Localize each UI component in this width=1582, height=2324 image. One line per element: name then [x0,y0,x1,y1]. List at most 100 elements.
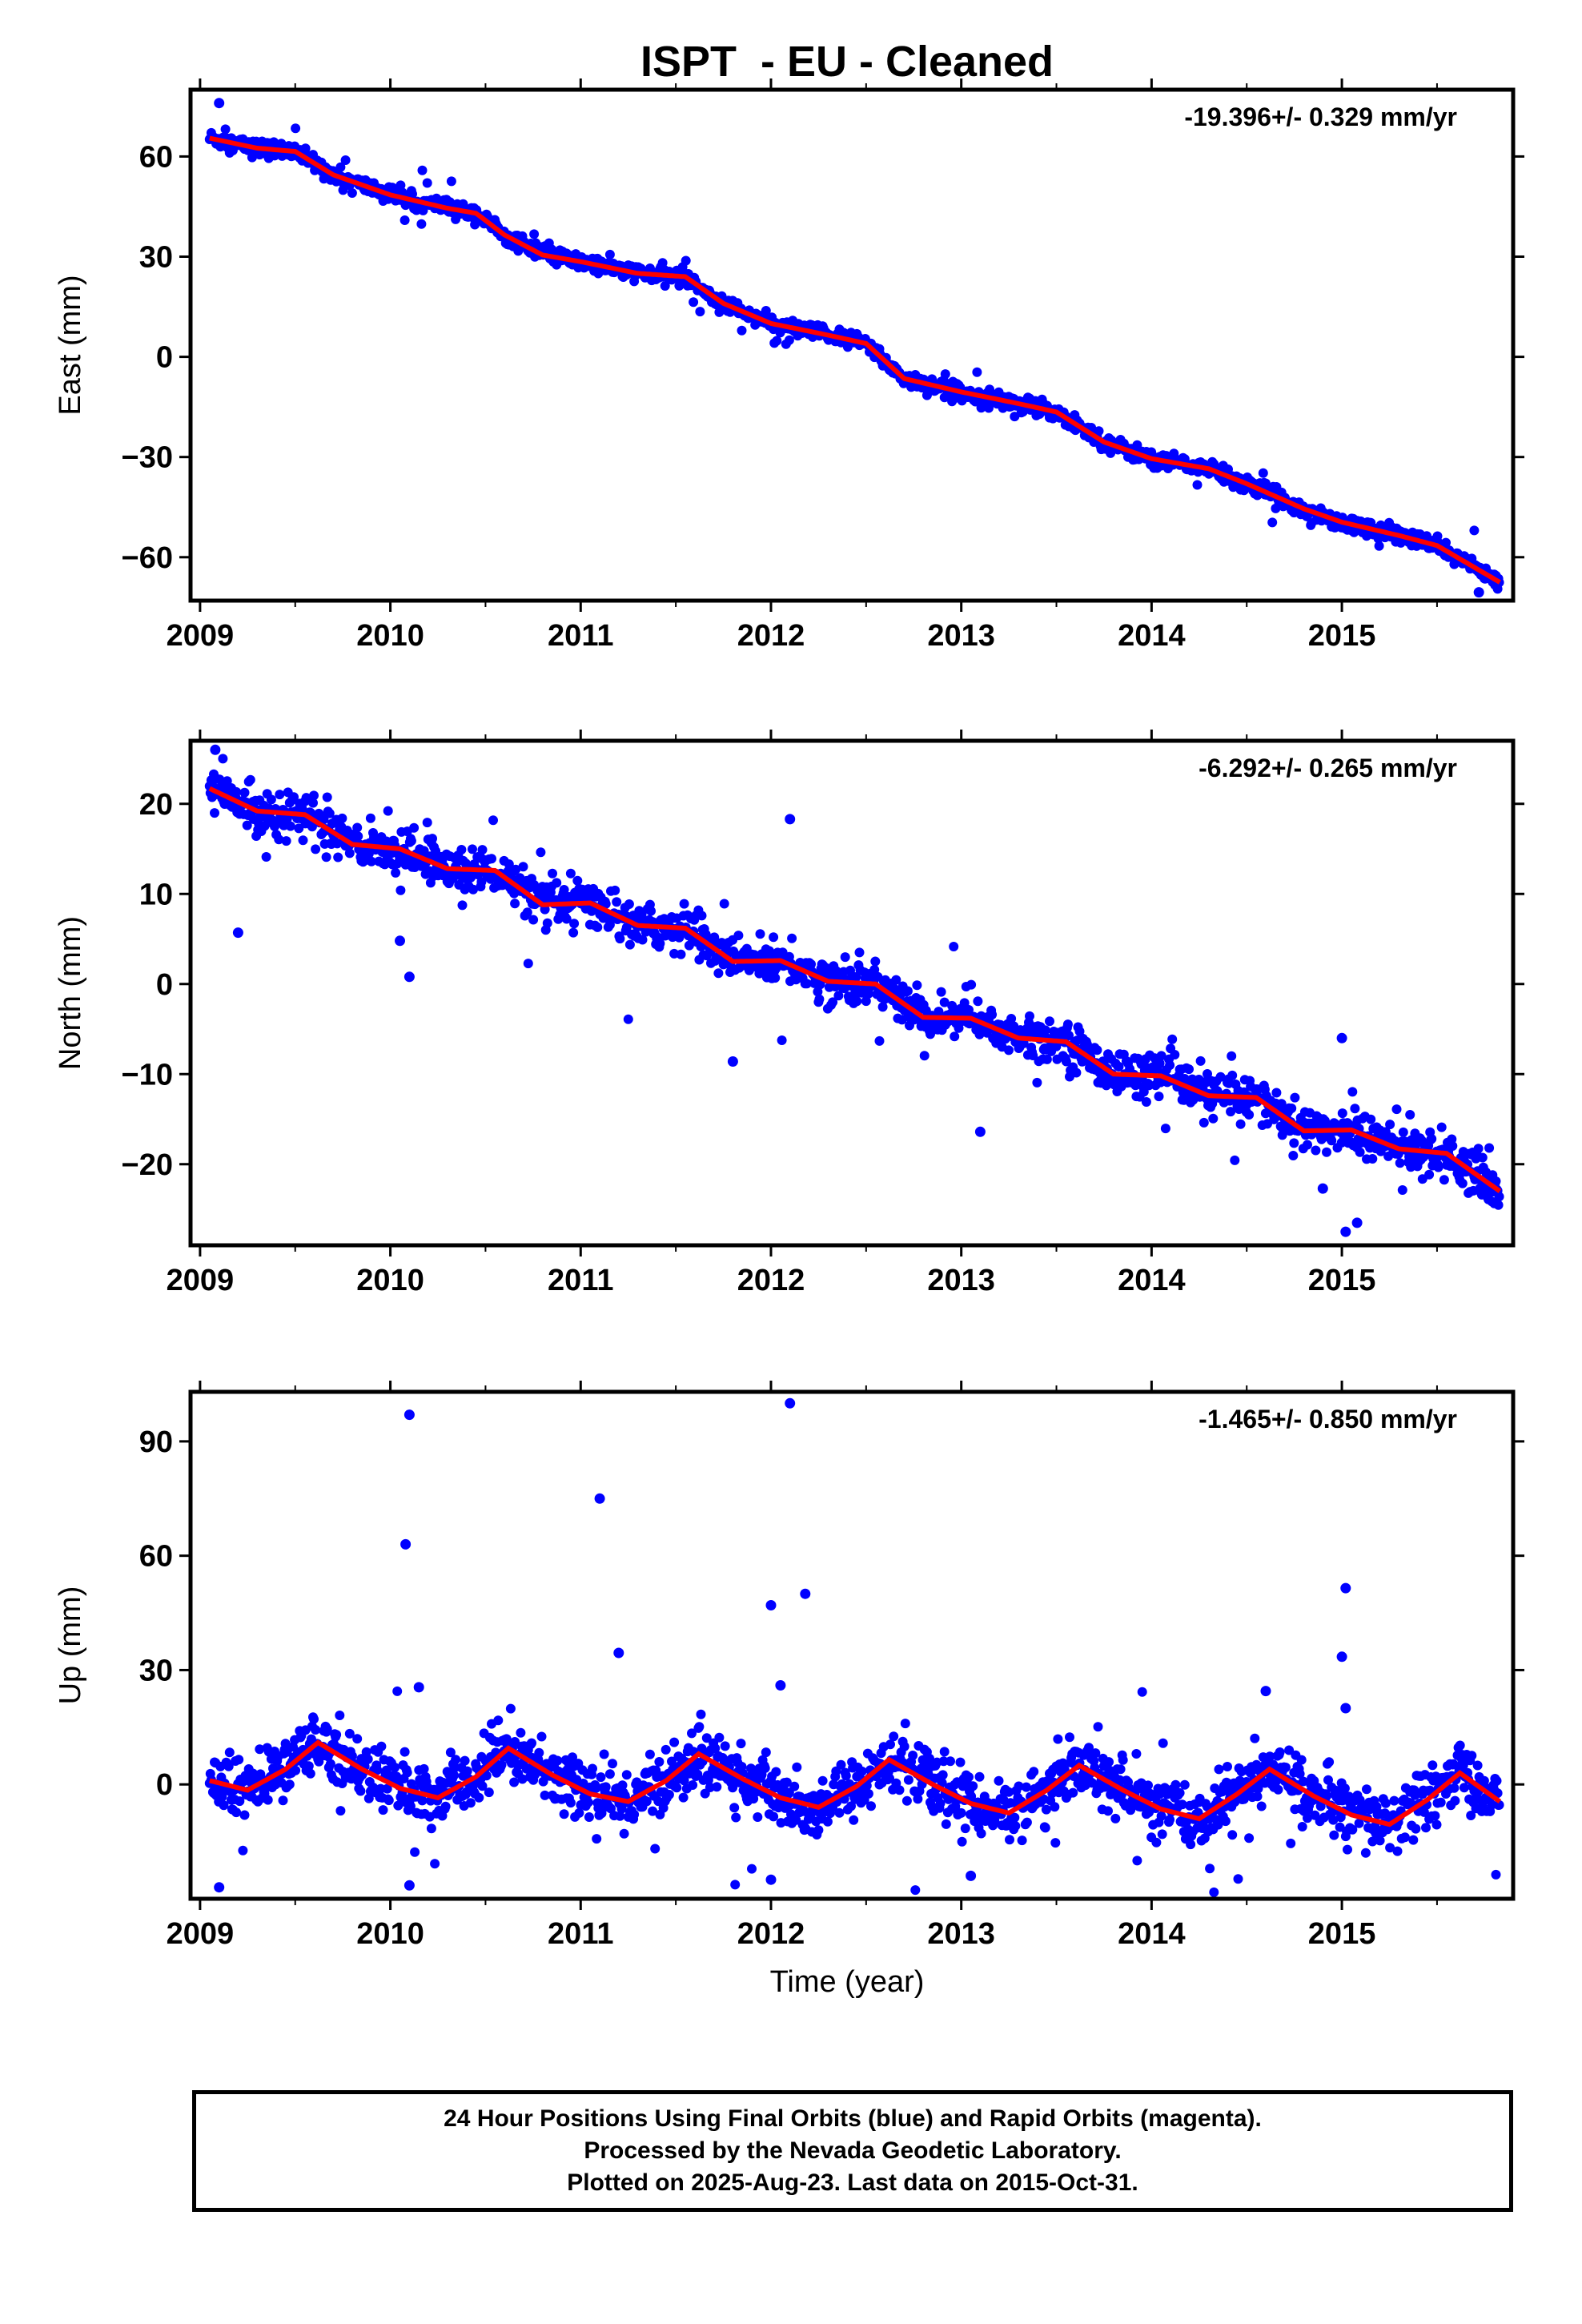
up-data-point [857,1766,867,1776]
north-data-point [210,808,219,818]
up-data-point [1050,1802,1060,1812]
up-data-point [792,1762,802,1772]
footer-line-2: Processed by the Nevada Geodetic Laborat… [584,2137,1122,2164]
up-data-point [565,1798,576,1808]
up-data-point [900,1719,910,1729]
north-data-point [949,942,959,951]
up-data-point [710,1743,721,1754]
up-data-point [966,1791,977,1802]
up-data-point [1389,1795,1399,1806]
north-data-point [1074,1026,1085,1036]
chart-title: ISPT - EU - Cleaned [640,38,1054,86]
north-data-point [1004,1045,1014,1055]
up-fit-line [209,1739,1502,1827]
up-data-point [849,1815,859,1825]
east-data-point [408,189,417,199]
north-data-point [1203,1069,1212,1079]
up-y-axis-label: Up (mm) [54,1586,87,1705]
up-data-point [616,1803,627,1814]
north-outlier-point [1351,1217,1363,1228]
north-y-tick-label: 20 [139,788,173,822]
up-data-point [1450,1795,1460,1806]
north-x-tick-label: 2015 [1308,1264,1376,1297]
up-data-point [239,1810,250,1820]
north-data-point [1227,1070,1238,1080]
up-data-point [378,1805,388,1815]
up-data-point [335,1711,345,1720]
up-data-point [1115,1764,1126,1775]
north-data-point [1215,1072,1226,1082]
up-data-point [331,1730,342,1740]
up-data-point [1273,1784,1283,1795]
up-data-point [224,1747,235,1758]
north-data-point [851,972,861,982]
up-data-point [687,1728,697,1739]
up-data-point [450,1763,460,1773]
up-data-point [650,1844,661,1854]
north-data-point [1227,1051,1237,1061]
east-data-point [1258,468,1268,478]
up-data-point [1431,1819,1442,1830]
up-data-point [1143,1780,1153,1791]
up-data-point [462,1766,472,1776]
north-data-point [1290,1092,1300,1103]
up-outlier-point [775,1680,786,1691]
up-data-point [355,1786,366,1796]
north-data-point [275,790,285,800]
north-data-point [1457,1178,1468,1188]
up-data-point [615,1811,625,1821]
up-x-tick-label: 2014 [1118,1917,1186,1951]
north-data-point [1006,1014,1017,1023]
north-data-point [344,848,355,858]
north-data-point [814,994,825,1004]
up-data-point [908,1751,918,1760]
north-data-point [266,794,276,805]
north-data-point [352,822,363,833]
up-data-point [1286,1838,1296,1848]
north-y-tick-label: 0 [156,968,173,1002]
up-data-point [771,1767,781,1777]
north-data-point [592,922,603,932]
north-data-point [1230,1155,1240,1165]
up-outlier-point [765,1600,777,1610]
up-data-point [517,1774,528,1784]
up-data-point [654,1757,665,1767]
north-outlier-point [1317,1183,1328,1194]
up-data-point [1385,1843,1395,1853]
north-outlier-point [974,1126,986,1137]
north-outlier-point [1340,1226,1351,1237]
up-data-point [496,1759,507,1770]
north-x-tick-label: 2010 [356,1264,424,1297]
north-data-point [552,878,562,888]
north-data-point [755,929,765,939]
north-data-point [1042,1054,1052,1064]
north-data-point [289,792,299,802]
north-data-point [1367,1154,1378,1164]
up-data-point [1347,1824,1358,1835]
north-data-point [870,956,881,967]
up-data-point [405,1801,416,1811]
up-data-point [731,1812,741,1823]
north-data-point [1337,1108,1347,1119]
up-data-point [1252,1791,1263,1802]
east-x-tick-label: 2012 [737,619,805,653]
up-data-point [822,1816,833,1827]
north-outlier-point [785,814,796,825]
north-data-point [1398,1127,1408,1137]
up-data-point [955,1757,966,1767]
up-data-point [460,1755,470,1766]
north-data-point [874,1035,885,1046]
up-data-point [720,1741,730,1751]
north-outlier-point [210,744,221,755]
north-data-point [1154,1092,1164,1102]
up-outlier-point [1336,1651,1347,1663]
north-data-point [298,835,308,846]
north-outlier-point [395,935,405,947]
up-data-point [600,1782,611,1792]
up-data-point [694,1722,705,1732]
up-data-point [957,1836,967,1847]
up-data-point [730,1880,741,1890]
